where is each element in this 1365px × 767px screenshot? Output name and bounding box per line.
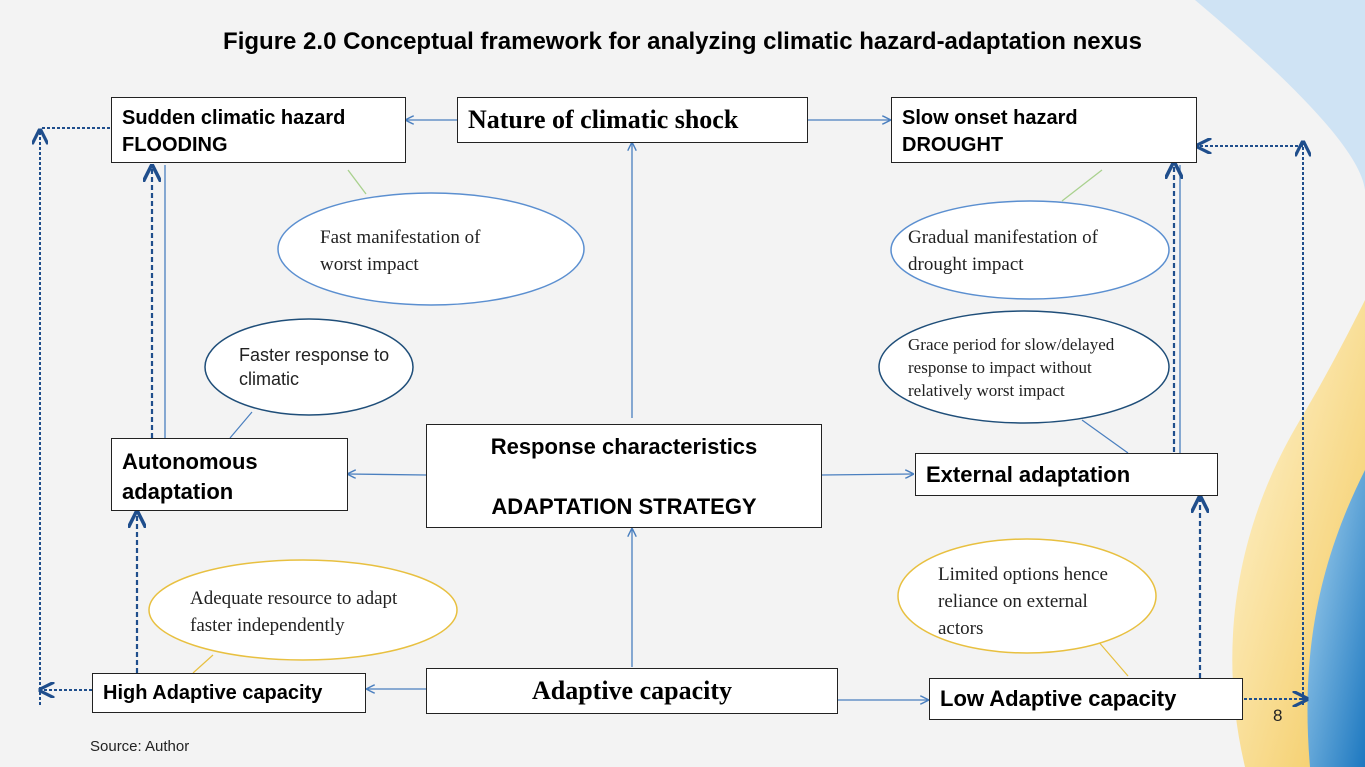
gradual-text-line1: Gradual manifestation of (908, 227, 1098, 248)
sudden-hazard-label: Sudden climatic hazard (122, 107, 346, 129)
connector-gradual-oval (1061, 169, 1103, 202)
connector-faster-oval (229, 411, 253, 439)
fast-text-line2: worst impact (320, 254, 419, 275)
box-nature-of-climatic-shock: Nature of climatic shock (457, 97, 808, 143)
drought-label: DROUGHT (902, 134, 1004, 156)
arrow-response-to-autonomous (348, 474, 427, 475)
box-high-adaptive-capacity: High Adaptive capacity (92, 673, 366, 713)
gradual-manifestation-text: Gradual manifestation of drought impact (908, 224, 1098, 278)
low-capacity-label: Low Adaptive capacity (940, 686, 1177, 711)
adequate-text-line1: Adequate resource to adapt (190, 588, 398, 609)
limited-options-text: Limited options hence reliance on extern… (938, 561, 1108, 642)
fast-text-line1: Fast manifestation of (320, 227, 481, 248)
box-slow-onset-hazard: Slow onset hazard DROUGHT (891, 97, 1197, 163)
gradual-text-line2: drought impact (908, 254, 1024, 275)
adaptation-strategy-label: ADAPTATION STRATEGY (491, 494, 757, 519)
limited-text-line2: reliance on external (938, 591, 1088, 612)
faster-text-line1: Faster response to (239, 345, 390, 365)
faster-text-line2: climatic (239, 369, 300, 389)
autonomous-label: Autonomous (122, 449, 258, 474)
oval-limited-options (897, 538, 1157, 654)
page-number: 8 (1273, 706, 1283, 725)
limited-text-line3: actors (938, 618, 984, 639)
figure-title: Figure 2.0 Conceptual framework for anal… (223, 28, 1142, 55)
limited-text-line1: Limited options hence (938, 564, 1108, 585)
external-adaptation-label: External adaptation (926, 462, 1131, 487)
box-external-adaptation: External adaptation (915, 453, 1218, 496)
fast-manifestation-text: Fast manifestation of worst impact (320, 224, 480, 278)
connector-grace-oval (1081, 419, 1129, 454)
arrow-response-to-external (821, 474, 913, 475)
grace-text-line2: response to impact without (908, 358, 1092, 377)
high-capacity-label: High Adaptive capacity (103, 682, 323, 704)
faster-response-text: Faster response to climatic (239, 343, 389, 391)
grace-text-line1: Grace period for slow/delayed (908, 335, 1115, 354)
flooding-label: FLOODING (122, 134, 228, 156)
box-autonomous-adaptation: Autonomous adaptation (111, 438, 348, 511)
grace-text-line3: relatively worst impact (908, 381, 1065, 400)
source-caption: Source: Author (90, 738, 190, 755)
oval-grace-period (878, 310, 1170, 424)
grace-period-text: Grace period for slow/delayed response t… (908, 333, 1114, 402)
adaptation-label: adaptation (122, 479, 234, 504)
box-response-characteristics: Response characteristics ADAPTATION STRA… (426, 424, 822, 528)
oval-faster-response (204, 318, 414, 416)
oval-adequate-resource (148, 559, 458, 661)
oval-fast-manifestation (277, 192, 585, 306)
response-characteristics-label: Response characteristics (490, 434, 758, 459)
connector-limited-oval (1096, 639, 1129, 677)
box-sudden-climatic-hazard: Sudden climatic hazard FLOODING (111, 97, 406, 163)
nature-shock-label: Nature of climatic shock (468, 105, 739, 134)
oval-gradual-manifestation (890, 200, 1170, 300)
adequate-resource-text: Adequate resource to adapt faster indepe… (190, 585, 397, 639)
adaptive-capacity-label: Adaptive capacity (531, 676, 733, 705)
connector-adequate-oval (192, 654, 214, 674)
box-adaptive-capacity: Adaptive capacity (426, 668, 838, 714)
box-low-adaptive-capacity: Low Adaptive capacity (929, 678, 1243, 720)
slow-hazard-label: Slow onset hazard (902, 107, 1078, 129)
adequate-text-line2: faster independently (190, 615, 345, 636)
connector-fast-oval (347, 169, 367, 195)
